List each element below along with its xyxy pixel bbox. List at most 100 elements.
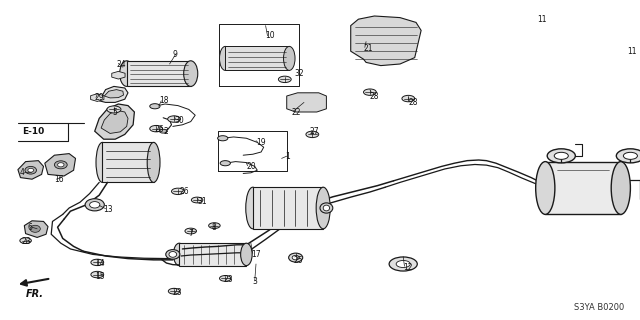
Bar [545,162,621,214]
Circle shape [547,149,575,163]
Ellipse shape [184,61,198,86]
Text: 5: 5 [112,108,117,116]
Text: 31: 31 [197,197,207,206]
Ellipse shape [220,46,231,70]
Ellipse shape [289,253,303,262]
Text: 18: 18 [159,96,168,105]
Ellipse shape [284,46,295,70]
Text: 17: 17 [251,250,260,259]
Polygon shape [104,90,124,98]
Text: 20: 20 [246,162,256,171]
Text: E-10: E-10 [22,127,44,136]
Text: 19: 19 [256,138,266,147]
Text: 7: 7 [189,229,194,238]
Text: 32: 32 [294,69,304,78]
Circle shape [402,95,415,102]
Text: 25: 25 [293,256,303,265]
Text: 13: 13 [104,205,113,214]
Ellipse shape [166,250,180,259]
Circle shape [220,276,231,281]
Ellipse shape [536,162,555,214]
Circle shape [20,238,31,244]
Text: 28: 28 [408,98,418,107]
Ellipse shape [173,243,185,266]
Circle shape [623,152,637,159]
Text: 14: 14 [95,260,104,268]
Circle shape [220,161,230,166]
Polygon shape [18,161,44,179]
Polygon shape [351,16,421,66]
Ellipse shape [320,203,333,213]
Circle shape [191,197,203,203]
Text: 10: 10 [266,31,275,40]
Text: 2: 2 [163,127,168,136]
Bar [127,61,191,86]
Bar [225,46,289,70]
Circle shape [278,76,291,83]
Text: 12: 12 [403,263,413,272]
Ellipse shape [58,163,64,167]
Circle shape [107,106,121,113]
Ellipse shape [28,168,34,172]
Text: 30: 30 [174,116,184,124]
Polygon shape [101,110,128,133]
Ellipse shape [169,252,177,257]
Circle shape [150,125,163,132]
Circle shape [396,260,410,268]
Text: 8: 8 [211,223,216,232]
Ellipse shape [120,61,134,86]
Text: 9: 9 [173,50,178,59]
Polygon shape [45,154,76,176]
Text: 23: 23 [224,276,234,284]
Text: 16: 16 [54,175,64,184]
Polygon shape [95,104,134,139]
Text: 23: 23 [21,237,31,246]
Text: 27: 27 [310,127,319,136]
Circle shape [306,131,319,138]
Ellipse shape [90,202,100,208]
Text: 11: 11 [627,47,637,56]
Circle shape [91,259,104,266]
Text: 28: 28 [370,92,380,100]
Circle shape [172,188,184,195]
Bar [179,243,246,266]
Ellipse shape [323,205,330,211]
Text: 23: 23 [173,288,182,297]
Polygon shape [99,86,128,102]
Circle shape [159,129,167,133]
Text: 3: 3 [253,277,258,286]
Ellipse shape [611,162,630,214]
Polygon shape [112,71,125,79]
Ellipse shape [241,243,252,266]
Ellipse shape [54,161,67,169]
Text: 26: 26 [179,188,189,196]
Circle shape [168,288,180,294]
Polygon shape [91,94,104,101]
Text: 6: 6 [28,223,33,232]
Text: S3YA B0200: S3YA B0200 [573,303,624,312]
Ellipse shape [30,225,40,232]
Circle shape [209,223,220,228]
Bar [102,142,154,182]
Bar [253,187,323,229]
Polygon shape [287,93,326,112]
Circle shape [168,116,180,122]
Text: 15: 15 [95,272,104,281]
Text: 4: 4 [19,168,24,177]
Text: 21: 21 [364,44,373,52]
Ellipse shape [316,187,330,229]
Text: FR.: FR. [26,289,44,299]
Ellipse shape [147,142,160,182]
Text: 1: 1 [285,152,289,161]
Circle shape [389,257,417,271]
Circle shape [616,149,640,163]
Ellipse shape [25,166,36,174]
Circle shape [91,271,104,278]
Text: 22: 22 [291,108,301,116]
Polygon shape [24,221,48,237]
Ellipse shape [85,199,104,211]
Ellipse shape [96,142,109,182]
Text: 26: 26 [155,125,164,134]
Ellipse shape [246,187,260,229]
Text: 29: 29 [95,93,104,102]
